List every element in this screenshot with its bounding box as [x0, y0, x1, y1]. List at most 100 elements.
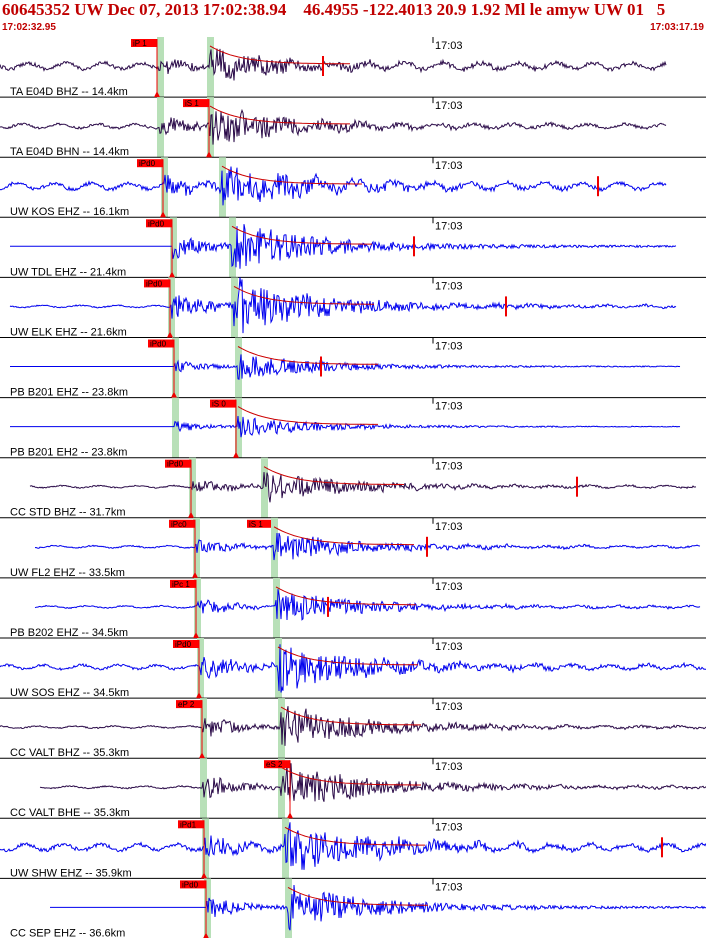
- waveform-trace: [0, 706, 706, 746]
- pick-box: [183, 99, 209, 108]
- channel-label: TA E04D BHN -- 14.4km: [10, 146, 129, 158]
- phase-pick[interactable]: iPd0: [144, 279, 173, 338]
- coda-curve: [237, 406, 378, 425]
- channel-row[interactable]: 17:03 iPc 1 PB B202 EHZ -- 34.5km: [0, 577, 706, 639]
- pick-arrow: [203, 932, 209, 938]
- p-phase-band: [197, 638, 204, 699]
- phase-pick[interactable]: iS 1: [247, 519, 271, 529]
- channel-label: UW TDL EHZ -- 21.4km: [10, 266, 126, 278]
- channel-row[interactable]: 17:03 iPd0 CC STD BHZ -- 31.7km: [0, 457, 706, 519]
- channel-row[interactable]: 17:03 iP 1 TA E04D BHZ -- 14.4km: [0, 37, 706, 98]
- pick-box: [264, 760, 290, 769]
- phase-pick[interactable]: iPd0: [146, 219, 175, 278]
- seismogram-panel[interactable]: 17:03 iP 1 TA E04D BHZ -- 14.4km 17:03 iS 1 T…: [0, 37, 706, 938]
- pick-arrow: [169, 271, 175, 278]
- phase-pick[interactable]: iPd0: [148, 339, 177, 398]
- pick-label: iPd0: [175, 640, 192, 649]
- channel-label: PB B201 EH2 -- 23.8km: [10, 447, 127, 459]
- pick-arrow: [206, 151, 212, 158]
- channel-row[interactable]: 17:03 iPd0 UW TDL EHZ -- 21.4km: [0, 217, 706, 278]
- phase-pick[interactable]: eP 2: [176, 700, 205, 759]
- pick-arrow: [201, 872, 207, 879]
- s-phase-band: [271, 517, 278, 578]
- coda-curve: [209, 105, 350, 125]
- s-phase-band: [235, 337, 242, 398]
- phase-pick[interactable]: iS 1: [183, 99, 212, 158]
- waveform-trace: [50, 884, 706, 931]
- channel-row[interactable]: 17:03 eS 2 CC VALT BHE -- 35.3km: [0, 758, 706, 819]
- pick-label: iPc0: [171, 520, 187, 529]
- coda-curve: [280, 706, 421, 726]
- pick-box: [131, 39, 157, 47]
- phase-pick[interactable]: iS 0: [210, 399, 239, 458]
- channel-row[interactable]: 17:03 iPc0 UW FL2 EHZ -- 33.5km: [0, 517, 706, 579]
- waveform-trace: [0, 108, 667, 145]
- phase-pick[interactable]: iPc 1: [170, 579, 199, 638]
- s-phase-band: [261, 457, 268, 518]
- channel-row[interactable]: 17:03 iS 0 PB B201 EH2 -- 23.8km: [0, 397, 706, 459]
- minute-label: 17:03: [435, 701, 463, 713]
- channel-row[interactable]: 17:03 eP 2 CC VALT BHZ -- 35.3km: [0, 698, 706, 759]
- waveform-trace: [39, 763, 706, 803]
- event-header: 60645352 UW Dec 07, 2013 17:02:38.94 46.…: [0, 0, 706, 37]
- minute-label: 17:03: [435, 761, 463, 773]
- phase-pick[interactable]: iP 1: [131, 39, 160, 98]
- pick-arrow: [193, 632, 199, 638]
- pick-box: [170, 579, 196, 588]
- phase-pick[interactable]: iPd1: [178, 820, 207, 879]
- pick-label: iPd0: [146, 279, 163, 288]
- s-phase-band: [275, 638, 282, 699]
- waveform-trace: [10, 416, 681, 438]
- minute-label: 17:03: [435, 40, 463, 52]
- pick-arrow: [160, 211, 166, 218]
- pick-box: [210, 399, 236, 408]
- channel-label: CC STD BHZ -- 31.7km: [10, 507, 126, 519]
- channel-label: CC SEP EHZ -- 36.6km: [10, 927, 125, 938]
- pick-label: iS 0: [212, 400, 226, 409]
- p-phase-band: [161, 157, 168, 218]
- phase-pick[interactable]: iPd0: [165, 459, 194, 518]
- pick-label: iS 1: [249, 520, 263, 529]
- channel-row[interactable]: 17:03 iS 1 TA E04D BHN -- 14.4km: [0, 97, 706, 158]
- waveform-trace: [34, 589, 701, 621]
- pick-box: [169, 519, 195, 528]
- pick-box: [176, 700, 202, 709]
- coda-curve: [237, 346, 378, 365]
- coda-curve: [284, 826, 425, 846]
- coda-curve: [277, 646, 418, 666]
- pick-arrow: [171, 391, 177, 398]
- channel-row[interactable]: 17:03 iPd0 PB B201 EHZ -- 23.8km: [0, 337, 706, 399]
- channel-label: UW SOS EHZ -- 34.5km: [10, 687, 129, 699]
- minute-label: 17:03: [435, 641, 463, 653]
- coda-curve: [231, 225, 372, 245]
- minute-label: 17:03: [435, 581, 463, 593]
- channel-row[interactable]: 17:03 iPd0 UW KOS EHZ -- 16.1km: [0, 157, 706, 218]
- channel-label: UW SHW EHZ -- 35.9km: [10, 867, 132, 879]
- end-time: 17:03:17.19: [650, 22, 704, 33]
- pick-label: iPd0: [182, 880, 199, 889]
- waveform-trace: [10, 354, 681, 380]
- channel-label: TA E04D BHZ -- 14.4km: [10, 86, 128, 98]
- pick-label: eP 2: [178, 700, 195, 709]
- coda-curve: [275, 586, 416, 606]
- pick-box: [178, 820, 204, 829]
- phase-pick[interactable]: iPd0: [137, 159, 166, 218]
- channel-row[interactable]: 17:03 iPd0 UW SOS EHZ -- 34.5km: [0, 638, 706, 699]
- channel-row[interactable]: 17:03 iPd0 UW ELK EHZ -- 21.6km: [0, 277, 706, 338]
- pick-label: iS 1: [185, 99, 199, 108]
- phase-pick[interactable]: iPd0: [173, 640, 202, 699]
- waveform-trace: [10, 224, 677, 269]
- phase-pick[interactable]: iPd0: [180, 880, 209, 938]
- phase-pick[interactable]: eS 2: [264, 760, 293, 819]
- channel-row[interactable]: 17:03 iPd0 CC SEP EHZ -- 36.6km: [0, 878, 706, 938]
- minute-label: 17:03: [435, 220, 463, 232]
- channel-row[interactable]: 17:03 iPd1 UW SHW EHZ -- 35.9km: [0, 818, 706, 879]
- coda-curve: [209, 45, 350, 65]
- pick-arrow: [167, 331, 173, 338]
- channel-label: UW FL2 EHZ -- 33.5km: [10, 567, 125, 579]
- minute-label: 17:03: [435, 401, 463, 413]
- phase-pick[interactable]: iPc0: [169, 519, 198, 578]
- pick-label: iPd0: [167, 460, 184, 469]
- p-phase-band: [170, 217, 177, 278]
- start-time: 17:02:32.95: [2, 22, 56, 33]
